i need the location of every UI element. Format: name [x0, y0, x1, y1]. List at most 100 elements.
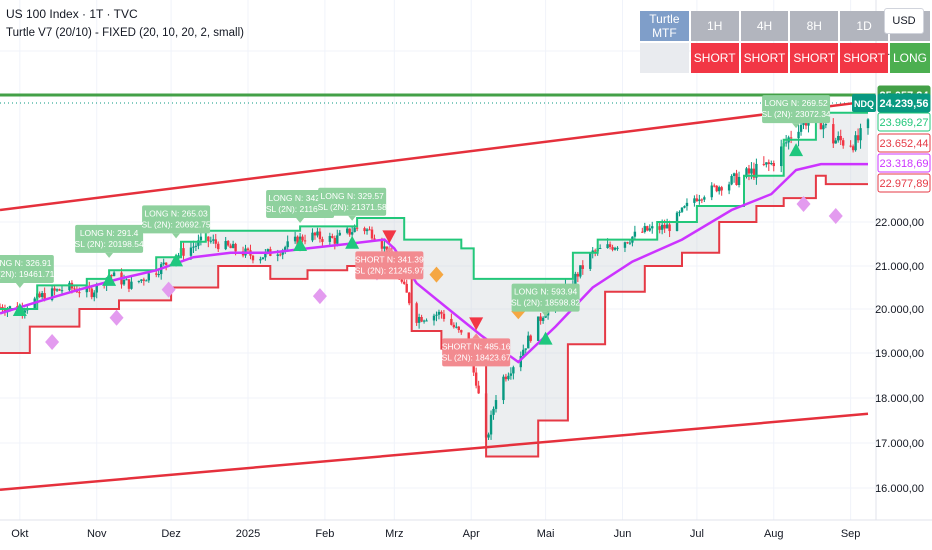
- candle-body: [346, 228, 349, 233]
- long-signal-label: [142, 205, 211, 234]
- candle-body: [331, 236, 334, 238]
- indicator-label[interactable]: Turtle V7 (20/10) - FIXED (20, 10, 20, 2…: [6, 27, 244, 39]
- candle-body: [316, 231, 319, 236]
- label-pointer: [296, 218, 305, 223]
- mtf-col-4h: 4H: [740, 11, 789, 41]
- candle-body: [750, 168, 753, 174]
- candle-body: [140, 279, 143, 281]
- candle-body: [373, 238, 376, 240]
- candle-body: [859, 128, 862, 141]
- candle-body: [420, 316, 423, 322]
- y-tick-label: 17.000,00: [875, 438, 924, 450]
- add-diamond-marker: [429, 266, 444, 283]
- candle-body: [189, 247, 193, 256]
- x-tick-label: Feb: [315, 528, 334, 540]
- candle-body: [58, 289, 61, 291]
- x-tick-label: Okt: [11, 528, 28, 540]
- candle-body: [23, 310, 26, 313]
- candle-body: [90, 288, 93, 298]
- candle-body: [737, 176, 741, 185]
- candle-body: [450, 318, 453, 325]
- candle-body: [834, 140, 837, 144]
- candle-body: [142, 279, 146, 281]
- candle-body: [455, 326, 458, 328]
- pyramid-diamond-marker: [45, 334, 60, 350]
- candle-body: [732, 173, 736, 176]
- candle-body: [698, 199, 701, 202]
- candle-body: [93, 292, 96, 298]
- candle-body: [415, 303, 418, 323]
- candle-body: [43, 293, 46, 300]
- candle-body: [856, 135, 860, 141]
- candle-body: [685, 202, 689, 207]
- candle-body: [522, 349, 525, 357]
- candle-body: [457, 326, 460, 331]
- candle-body: [0, 306, 2, 308]
- long-triangle-marker: [12, 303, 27, 316]
- candle-body: [380, 239, 384, 249]
- price-label-text: 23.318,69: [880, 158, 929, 170]
- long-signal-label: [318, 187, 387, 216]
- signal-label-text: LONG N: 269.52: [764, 98, 828, 108]
- short-signal-label: [442, 338, 511, 367]
- candle-body: [524, 348, 527, 350]
- x-tick-label: Apr: [463, 528, 480, 540]
- candle-body: [130, 281, 133, 289]
- candle-body: [405, 283, 408, 293]
- x-tick-label: Jun: [614, 528, 632, 540]
- candle-body: [643, 226, 646, 232]
- candle-body: [770, 163, 773, 165]
- long-signal-label: [266, 190, 335, 218]
- x-tick-label: 2025: [236, 528, 260, 540]
- mtf-signal-4h: SHORT: [740, 43, 789, 73]
- signal-label-text: LONG N: 342.17: [268, 193, 332, 203]
- x-tick-label: Dez: [161, 528, 181, 540]
- candle-body: [338, 232, 341, 236]
- currency-button[interactable]: USD: [884, 8, 924, 34]
- symbol-tag: [852, 94, 876, 112]
- signal-label-text: SL (2N): 20198.54: [75, 239, 144, 249]
- candle-body: [648, 228, 651, 231]
- signal-label-text: SL (2N): 23072.34: [762, 109, 831, 119]
- mtf-title: Turtle MTF: [640, 11, 689, 41]
- candle-body: [229, 245, 232, 249]
- candle-body: [435, 314, 438, 316]
- candle-body: [437, 311, 441, 315]
- candle-body: [713, 185, 716, 187]
- candle-body: [311, 232, 314, 241]
- candle-body: [762, 163, 766, 165]
- candle-body: [234, 243, 237, 252]
- label-pointer: [348, 215, 357, 221]
- signal-label-text: LONG N: 291.4: [80, 228, 139, 238]
- pyramid-diamond-marker: [109, 309, 124, 326]
- candle-body: [474, 372, 478, 386]
- signal-label-text: SL (2N): 18423.67: [442, 352, 511, 362]
- candle-body: [755, 163, 758, 178]
- candle-body: [784, 142, 788, 144]
- candle-body: [767, 162, 770, 164]
- y-tick-label: 22.000,00: [875, 217, 924, 229]
- candle-body: [695, 198, 699, 202]
- candle-body: [383, 246, 386, 249]
- candle-body: [700, 199, 704, 201]
- candle-body: [400, 279, 403, 282]
- label-pointer: [385, 246, 394, 252]
- candle-body: [579, 265, 582, 277]
- x-tick-label: Sep: [841, 528, 861, 540]
- x-tick-label: Mrz: [385, 528, 403, 540]
- candle-body: [50, 288, 54, 300]
- long-triangle-marker: [293, 238, 308, 251]
- candle-body: [594, 250, 597, 252]
- candle-body: [224, 241, 227, 250]
- candle-body: [284, 247, 287, 251]
- candle-body: [616, 247, 619, 249]
- candle-body: [851, 146, 855, 151]
- candle-body: [365, 229, 369, 232]
- signal-label-text: SL (2N): 21245.97: [355, 265, 424, 275]
- mtf-signal-1d: SHORT: [840, 43, 888, 73]
- candle-body: [849, 145, 852, 147]
- signal-label-text: LONG N: 329.57: [321, 191, 385, 201]
- candle-body: [251, 255, 255, 261]
- candle-body: [264, 251, 267, 258]
